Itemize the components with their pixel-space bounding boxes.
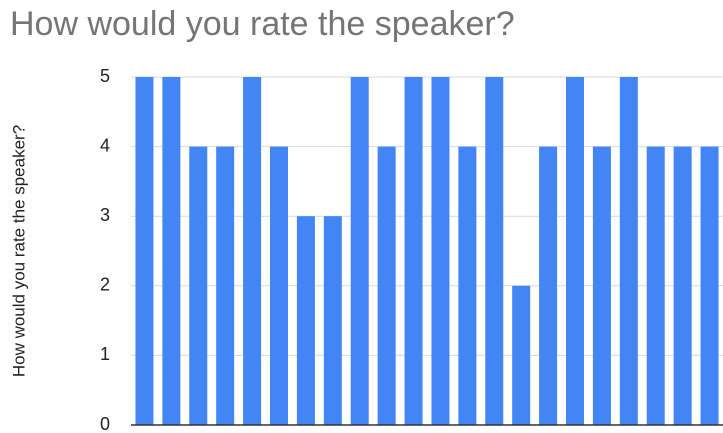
bar bbox=[270, 146, 288, 425]
bar bbox=[296, 216, 315, 425]
chart-title: How would you rate the speaker? bbox=[10, 5, 515, 43]
bar bbox=[512, 285, 531, 425]
bar bbox=[619, 77, 638, 425]
y-tick-label: 1 bbox=[100, 344, 110, 364]
bar bbox=[592, 146, 611, 425]
y-tick-label: 0 bbox=[100, 414, 110, 433]
bar bbox=[323, 216, 342, 425]
bar bbox=[216, 146, 235, 425]
y-tick-label: 2 bbox=[100, 275, 110, 295]
bar bbox=[673, 146, 692, 425]
bar bbox=[646, 146, 665, 425]
bar bbox=[431, 77, 450, 425]
bar bbox=[377, 146, 396, 425]
bar bbox=[243, 77, 262, 425]
bar bbox=[135, 77, 154, 425]
bar bbox=[404, 77, 423, 425]
y-axis-label: How would you rate the speaker? bbox=[9, 125, 28, 377]
bar bbox=[189, 146, 208, 425]
y-tick-label: 5 bbox=[100, 66, 110, 86]
y-tick-label: 4 bbox=[100, 135, 110, 155]
bar bbox=[485, 77, 504, 425]
bar bbox=[162, 77, 181, 425]
bar bbox=[350, 77, 369, 425]
bar bbox=[458, 146, 477, 425]
bar bbox=[539, 146, 558, 425]
y-tick-label: 3 bbox=[100, 205, 110, 225]
bar bbox=[700, 146, 719, 425]
bar bbox=[566, 77, 584, 425]
